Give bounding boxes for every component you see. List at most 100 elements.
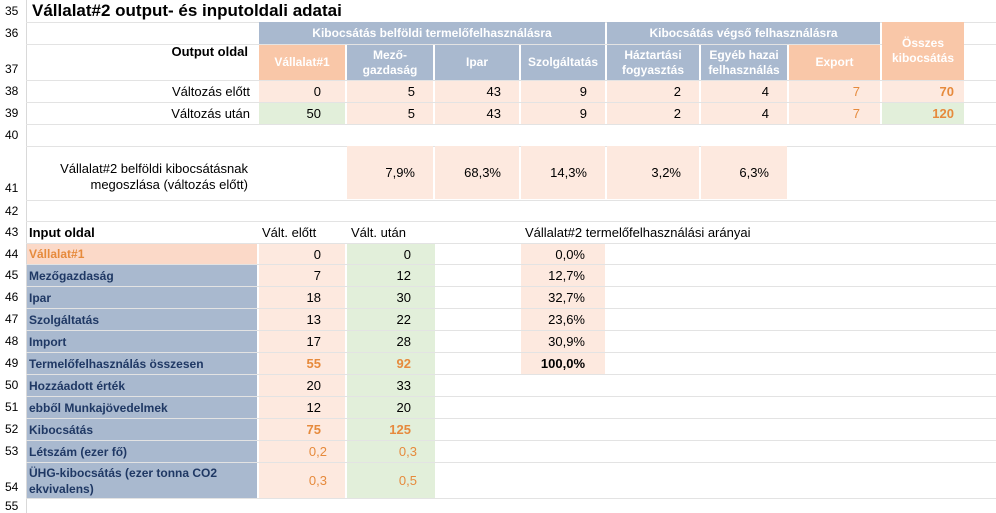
cell[interactable]: 0,3 [259, 463, 345, 498]
cell[interactable]: 22 [347, 309, 435, 330]
row-number[interactable]: 43 [5, 225, 19, 239]
input-row-label[interactable]: ebből Munkajövedelmek [27, 397, 257, 418]
cell[interactable]: 125 [347, 419, 435, 440]
cell[interactable]: 12 [259, 397, 345, 418]
input-row-label[interactable]: Import [27, 331, 257, 352]
gridline [26, 124, 996, 125]
row-number[interactable]: 39 [5, 106, 19, 120]
cell[interactable]: 5 [347, 81, 433, 102]
input-section-label: Input oldal [29, 224, 95, 240]
row-number[interactable]: 55 [5, 498, 19, 513]
cell[interactable]: 0 [347, 244, 435, 264]
col-header-ipar[interactable]: Ipar [435, 45, 519, 80]
row-number[interactable]: 50 [5, 378, 19, 392]
cell[interactable]: 7 [789, 103, 880, 124]
col-header-haztartasi[interactable]: Háztartási fogyasztás [607, 45, 699, 80]
ratio-cell[interactable]: 12,7% [521, 265, 605, 286]
total-output-header[interactable]: Összes kibocsátás [882, 22, 964, 80]
distribution-cell[interactable]: 3,2% [607, 146, 699, 199]
gridline [26, 440, 996, 441]
input-row-label[interactable]: Mezőgazdaság [27, 265, 257, 286]
row-number[interactable]: 52 [5, 422, 19, 436]
cell[interactable]: 17 [259, 331, 345, 352]
row-number[interactable]: 46 [5, 290, 19, 304]
cell[interactable]: 0 [259, 81, 345, 102]
distribution-cell[interactable]: 14,3% [521, 146, 605, 199]
cell[interactable]: 12 [347, 265, 435, 286]
cell[interactable]: 9 [521, 81, 605, 102]
ratio-cell[interactable]: 23,6% [521, 309, 605, 330]
col-header-export[interactable]: Export [789, 45, 880, 80]
row-number[interactable]: 45 [5, 268, 19, 282]
ratio-cell[interactable]: 32,7% [521, 287, 605, 308]
row-number[interactable]: 44 [5, 246, 19, 261]
input-row-label[interactable]: Szolgáltatás [27, 309, 257, 330]
cell[interactable]: 18 [259, 287, 345, 308]
group-header-domestic[interactable]: Kibocsátás belföldi termelőfelhasználásr… [259, 22, 605, 44]
cell[interactable]: 33 [347, 375, 435, 396]
col-header-vallalat1[interactable]: Vállalat#1 [259, 45, 345, 80]
cell[interactable]: 0 [259, 244, 345, 264]
cell[interactable]: 4 [701, 103, 787, 124]
cell[interactable]: 7 [789, 81, 880, 102]
distribution-cell[interactable]: 7,9% [347, 146, 433, 199]
gridline [26, 243, 996, 244]
col-header-egyeb-hazai[interactable]: Egyéb hazai felhasználás [701, 45, 787, 80]
row-number[interactable]: 49 [5, 356, 19, 370]
cell[interactable]: 43 [435, 81, 519, 102]
cell[interactable]: 75 [259, 419, 345, 440]
gridline [26, 44, 996, 45]
row-number[interactable]: 53 [5, 444, 19, 458]
cell[interactable]: 20 [347, 397, 435, 418]
cell[interactable]: 92 [347, 353, 435, 374]
row-number[interactable]: 37 [5, 62, 19, 76]
cell-total[interactable]: 70 [882, 81, 964, 102]
cell[interactable]: 28 [347, 331, 435, 352]
cell[interactable]: 4 [701, 81, 787, 102]
row-number[interactable]: 42 [5, 203, 19, 218]
row-number[interactable]: 38 [5, 84, 19, 98]
input-row-label[interactable]: Ipar [27, 287, 257, 308]
input-row-label[interactable]: Kibocsátás [27, 419, 257, 440]
col-header-szolgaltatas[interactable]: Szolgáltatás [521, 45, 605, 80]
cell[interactable]: 0,3 [347, 441, 435, 462]
cell[interactable]: 55 [259, 353, 345, 374]
cell[interactable]: 0,2 [259, 441, 345, 462]
cell[interactable]: 2 [607, 81, 699, 102]
row-number[interactable]: 41 [5, 181, 19, 195]
cell[interactable]: 43 [435, 103, 519, 124]
cell[interactable]: 0,5 [347, 463, 435, 498]
input-row-label[interactable]: Vállalat#1 [27, 244, 257, 264]
row-number[interactable]: 35 [5, 4, 19, 18]
cell[interactable]: 30 [347, 287, 435, 308]
row-number[interactable]: 36 [5, 26, 19, 40]
input-row-label[interactable]: Hozzáadott érték [27, 375, 257, 396]
ratio-cell[interactable]: 100,0% [521, 353, 605, 374]
cell[interactable]: 5 [347, 103, 433, 124]
row-number[interactable]: 48 [5, 334, 19, 348]
cell[interactable]: 2 [607, 103, 699, 124]
input-row-label[interactable]: Létszám (ezer fő) [27, 441, 257, 462]
distribution-cell[interactable]: 6,3% [701, 146, 787, 199]
input-row-label[interactable]: Termelőfelhasználás összesen [27, 353, 257, 374]
cell[interactable]: 50 [259, 103, 345, 124]
row-number[interactable]: 40 [5, 128, 19, 142]
cell[interactable]: 7 [259, 265, 345, 286]
gridline [26, 286, 996, 287]
cell[interactable]: 20 [259, 375, 345, 396]
col-header-mezogazdasag[interactable]: Mező-gazdaság [347, 45, 433, 80]
distribution-cell[interactable]: 68,3% [435, 146, 519, 199]
cell[interactable]: 9 [521, 103, 605, 124]
ratio-cell[interactable]: 0,0% [521, 244, 605, 264]
row-number[interactable]: 51 [5, 400, 19, 414]
row-number[interactable]: 54 [5, 480, 19, 494]
cell[interactable]: 13 [259, 309, 345, 330]
group-header-final[interactable]: Kibocsátás végső felhasználásra [607, 22, 880, 44]
input-row-label[interactable]: ÜHG-kibocsátás (ezer tonna CO2 ekvivalen… [27, 463, 257, 498]
gridline [26, 396, 996, 397]
row-number[interactable]: 47 [5, 312, 19, 326]
ratio-cell[interactable]: 30,9% [521, 331, 605, 352]
gridline [26, 264, 996, 265]
cell-total[interactable]: 120 [882, 103, 964, 124]
output-section-label: Output oldal [171, 43, 248, 59]
